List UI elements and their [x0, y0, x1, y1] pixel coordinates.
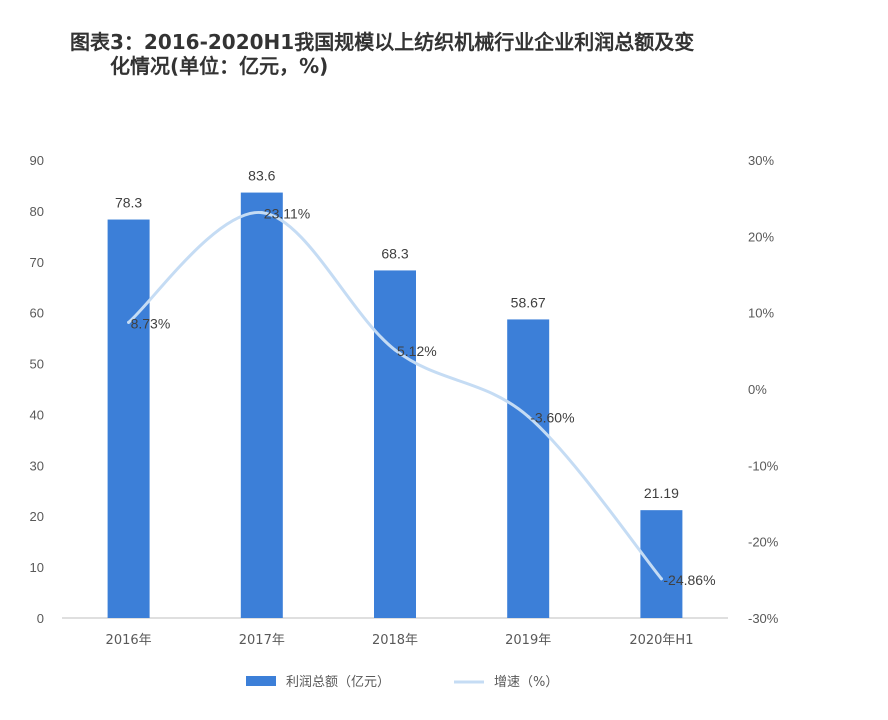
line-data-label: -24.86% [663, 572, 715, 588]
y-right-tick-label: -30% [748, 611, 779, 626]
bar-data-label: 78.3 [115, 195, 142, 211]
x-tick-label: 2016年 [106, 633, 152, 648]
growth-point [393, 348, 397, 352]
bar [107, 219, 150, 619]
bar-data-label: 21.19 [644, 485, 679, 501]
line-data-label: 23.11% [264, 206, 310, 222]
y-left-tick-label: 0 [37, 611, 44, 626]
bar [507, 319, 550, 618]
growth-point [659, 577, 663, 581]
chart-title-line-2: 化情况(单位：亿元，%) [110, 54, 329, 78]
y-left-tick-label: 30 [30, 458, 44, 473]
x-tick-label: 2020年H1 [629, 633, 693, 648]
y-right-tick-label: 30% [748, 153, 774, 168]
legend-bar-swatch [246, 676, 276, 686]
y-right-tick-label: 20% [748, 229, 774, 244]
growth-point [526, 414, 530, 418]
legend-bar-label: 利润总额（亿元） [286, 675, 390, 690]
growth-point [127, 320, 131, 324]
bar [240, 192, 283, 618]
growth-point [260, 211, 264, 215]
chart-title: 图表3：2016-2020H1我国规模以上纺织机械行业企业利润总额及变 化情况(… [70, 30, 830, 78]
y-right-tick-label: 10% [748, 306, 774, 321]
x-tick-label: 2018年 [372, 633, 418, 648]
y-left-tick-label: 50 [30, 357, 44, 372]
line-data-label: -3.60% [530, 409, 574, 425]
y-right-tick-label: 0% [748, 382, 767, 397]
bar-data-label: 68.3 [381, 245, 408, 261]
line-data-label: 5.12% [397, 343, 437, 359]
bar-data-label: 58.67 [511, 294, 546, 310]
legend-line-label: 增速（%） [494, 675, 558, 690]
y-right-tick-label: -10% [748, 458, 779, 473]
y-right-tick-label: -20% [748, 535, 779, 550]
bar-data-label: 83.6 [248, 168, 275, 184]
y-left-tick-label: 90 [30, 153, 44, 168]
bar [374, 270, 416, 618]
y-left-tick-label: 20 [30, 509, 44, 524]
y-left-tick-label: 40 [30, 407, 44, 422]
y-left-tick-label: 10 [30, 560, 44, 575]
y-left-tick-label: 70 [30, 255, 44, 270]
chart-title-line-1: 图表3：2016-2020H1我国规模以上纺织机械行业企业利润总额及变 [70, 30, 695, 54]
y-left-tick-label: 80 [30, 204, 44, 219]
x-tick-label: 2019年 [505, 633, 551, 648]
bar [640, 510, 683, 618]
line-data-label: 8.73% [131, 315, 171, 331]
x-tick-label: 2017年 [239, 633, 285, 648]
y-left-tick-label: 60 [30, 306, 44, 321]
